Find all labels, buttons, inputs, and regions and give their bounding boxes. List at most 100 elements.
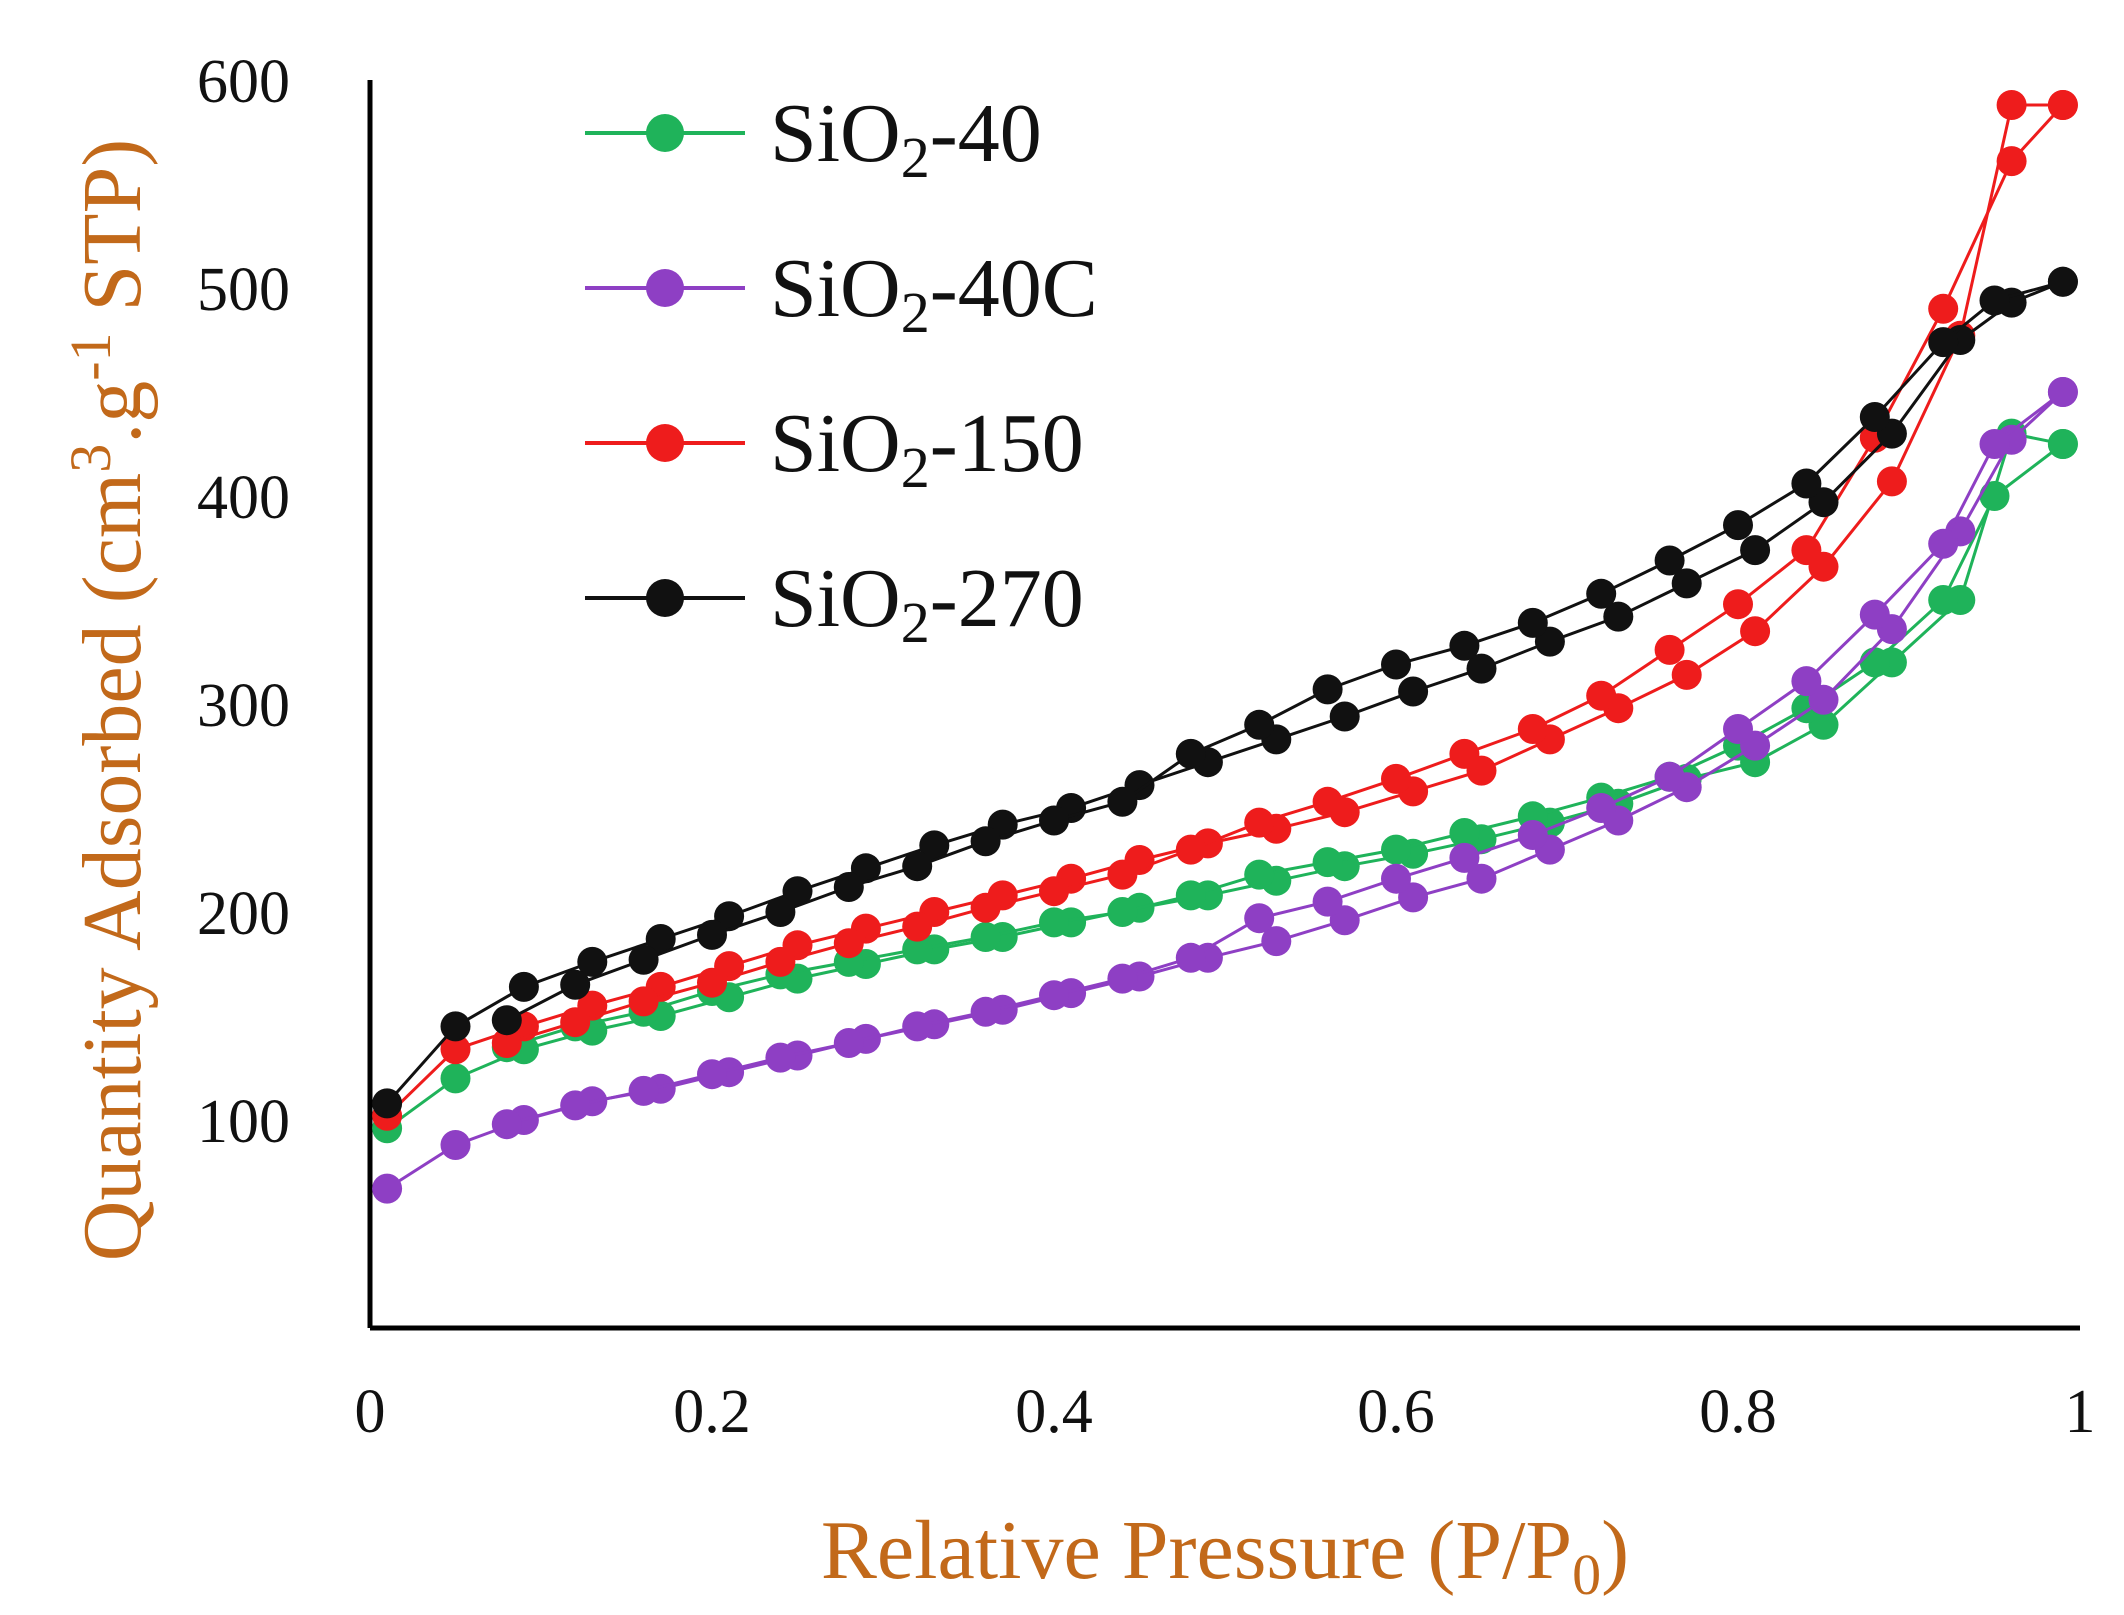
data-point [628, 944, 659, 975]
data-point [2047, 266, 2078, 297]
data-point [1740, 535, 1771, 566]
data-point [1517, 607, 1548, 638]
data-point [372, 1088, 403, 1119]
data-point [1586, 793, 1617, 823]
data-point [833, 928, 864, 959]
data-point [1466, 653, 1497, 684]
data-point [1671, 568, 1702, 599]
data-point [1928, 585, 1959, 615]
legend-label: SiO2-150 [770, 397, 1084, 500]
data-point [1312, 674, 1343, 705]
data-point [1107, 859, 1138, 890]
y-axis-title: Quantity Adsorbed (cm3.g-1 STP) [58, 139, 159, 1262]
legend-marker [646, 269, 684, 307]
legend-item: SiO2-270 [585, 552, 1084, 655]
legend-item: SiO2-150 [585, 397, 1084, 500]
data-point [970, 826, 1001, 857]
axes [367, 80, 2080, 1331]
data-point [1654, 634, 1685, 665]
data-point [1859, 402, 1890, 432]
data-point [1449, 842, 1480, 873]
data-point [1244, 709, 1275, 740]
y-tick-label: 400 [197, 464, 290, 532]
data-point [1876, 466, 1907, 497]
data-point [1979, 429, 2010, 459]
data-point [765, 897, 796, 927]
data-point [1312, 786, 1343, 817]
legend-marker [646, 579, 684, 617]
legend-item: SiO2-40C [585, 242, 1098, 345]
data-point [1723, 714, 1753, 744]
data-point [902, 1011, 933, 1042]
legend-label: SiO2-40C [770, 242, 1098, 345]
data-point [970, 996, 1001, 1027]
data-point [1449, 738, 1480, 769]
data-point [765, 1042, 796, 1073]
data-point [919, 830, 950, 861]
x-tick-label: 0.2 [673, 1378, 751, 1446]
data-point [1175, 942, 1206, 973]
data-point [2047, 429, 2078, 459]
data-point [1586, 578, 1617, 609]
data-point [560, 1090, 591, 1121]
data-point [2047, 377, 2078, 407]
data-point [440, 1034, 471, 1065]
series-SiO2-40C [372, 377, 2078, 1204]
data-point [1979, 285, 2010, 316]
data-point [1398, 676, 1429, 707]
data-point [560, 1007, 591, 1038]
x-tick-label: 0.8 [1699, 1378, 1777, 1446]
data-point [508, 971, 539, 1002]
data-point [1928, 327, 1959, 358]
legend-item: SiO2-40 [585, 87, 1042, 190]
data-point [1175, 738, 1206, 769]
y-tick-label: 600 [197, 48, 290, 116]
legend-marker [646, 424, 684, 462]
data-point [1517, 820, 1548, 850]
data-point [1039, 876, 1069, 907]
data-point [1466, 863, 1497, 894]
data-point [1928, 293, 1959, 324]
data-point [1654, 545, 1685, 576]
data-point [645, 924, 676, 954]
y-tick-label: 300 [197, 672, 290, 740]
data-point [1603, 601, 1634, 632]
data-point [697, 967, 727, 998]
y-tick-label: 500 [197, 256, 290, 324]
data-point [765, 946, 796, 977]
legend-label: SiO2-40 [770, 87, 1042, 190]
data-point [491, 1005, 522, 1036]
data-point [372, 1173, 403, 1204]
data-point [697, 919, 727, 950]
data-point [1039, 980, 1069, 1011]
data-point [902, 911, 933, 942]
data-point [970, 892, 1001, 923]
data-point [440, 1011, 471, 1042]
data-point [2047, 90, 2078, 120]
data-point [577, 946, 608, 977]
data-point [1312, 847, 1343, 878]
data-point [1175, 834, 1206, 865]
data-point [1979, 481, 2010, 511]
data-point [1261, 926, 1292, 957]
data-point [782, 876, 813, 907]
data-point [1996, 146, 2027, 177]
y-tick-label: 100 [197, 1088, 290, 1156]
data-point [1381, 763, 1411, 794]
x-tick-label: 0 [355, 1378, 386, 1446]
data-point [1791, 666, 1822, 697]
data-point [628, 986, 659, 1017]
data-point [1723, 510, 1753, 541]
data-point [1791, 535, 1822, 566]
y-tick-label: 200 [197, 880, 290, 948]
data-point [833, 1028, 864, 1058]
y-tick-labels: 100 200 300 400 500 600 [197, 48, 290, 1156]
x-tick-label: 0.4 [1015, 1378, 1093, 1446]
legend-label: SiO2-270 [770, 552, 1084, 655]
x-axis-title: Relative Pressure (P/P0) [821, 1504, 1629, 1607]
data-point [1244, 859, 1275, 890]
data-point [1859, 599, 1890, 630]
data-point [440, 1063, 471, 1094]
data-point [970, 922, 1001, 952]
data-point [902, 934, 933, 965]
